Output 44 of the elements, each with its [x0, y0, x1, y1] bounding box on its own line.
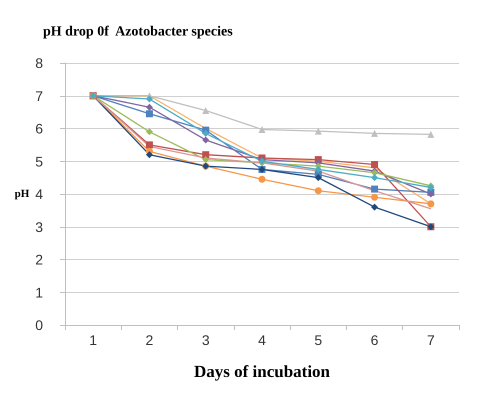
y-axis-title: pH — [14, 188, 30, 200]
point — [146, 104, 153, 111]
point — [371, 194, 378, 201]
y-tick-label: 6 — [35, 120, 44, 136]
x-tick-label: 5 — [314, 332, 322, 348]
point — [314, 128, 322, 135]
point — [371, 161, 378, 168]
x-tick-label: 3 — [202, 332, 210, 348]
point — [371, 186, 378, 193]
point — [202, 156, 210, 164]
y-tick-label: 0 — [35, 317, 44, 333]
point — [202, 136, 210, 144]
point — [146, 128, 153, 136]
x-tick-label: 6 — [370, 332, 379, 348]
point — [314, 174, 322, 182]
y-tick-label: 5 — [35, 153, 44, 170]
x-tick-label: 2 — [146, 332, 154, 348]
point — [146, 96, 153, 103]
y-tick-label: 3 — [35, 218, 44, 235]
y-tick-label: 7 — [35, 88, 44, 104]
x-axis-title: Days of incubation — [194, 362, 331, 381]
point — [314, 166, 322, 173]
point — [146, 110, 153, 118]
point — [146, 141, 153, 148]
point — [258, 176, 266, 183]
point — [258, 126, 266, 133]
y-tick-label: 4 — [35, 186, 44, 202]
x-tick-label: 7 — [426, 332, 435, 348]
point — [202, 151, 210, 158]
point — [202, 106, 210, 114]
x-tick-label: 1 — [89, 332, 98, 348]
y-tick-label: 1 — [35, 284, 44, 300]
point — [371, 204, 378, 211]
point — [427, 130, 434, 138]
point — [371, 130, 378, 137]
y-tick-label: 8 — [35, 55, 44, 71]
x-tick-label: 4 — [258, 332, 266, 348]
point — [314, 187, 322, 194]
point — [146, 151, 153, 158]
point — [371, 174, 378, 182]
chart-title: pH drop 0f Azotobacter species — [43, 24, 234, 40]
point — [427, 200, 434, 208]
y-tick-label: 2 — [35, 252, 44, 268]
point — [202, 130, 210, 137]
